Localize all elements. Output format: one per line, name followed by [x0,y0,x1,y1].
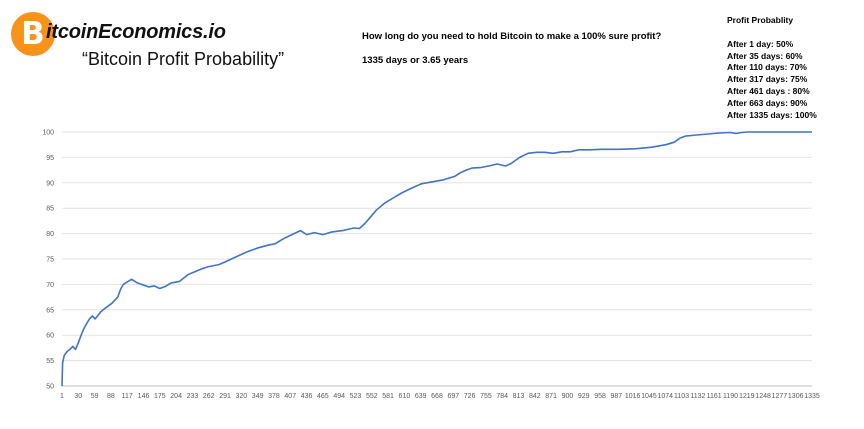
x-tick-label: 552 [366,393,378,400]
x-tick-label: 291 [219,393,231,400]
legend-item: After 317 days: 75% [727,74,808,85]
answer-text: 1335 days or 3.65 years [362,55,469,66]
x-tick-label: 842 [529,393,541,400]
question-text: How long do you need to hold Bitcoin to … [362,31,662,42]
x-tick-label: 523 [350,393,362,400]
y-tick-label: 95 [46,155,54,162]
x-tick-label: 1248 [755,393,771,400]
x-tick-label: 668 [431,393,443,400]
chart-series [61,131,812,387]
x-tick-label: 59 [91,393,99,400]
x-tick-label: 1335 [804,393,820,400]
x-tick-label: 813 [513,393,525,400]
x-tick-label: 1190 [723,393,738,400]
x-tick-label: 639 [415,393,427,400]
x-axis-ticks: 1 30 59 88 117 146 175 204 233 262 291 320 349 378 407… [60,393,820,400]
x-tick-label: 1016 [625,393,641,400]
series-line [61,131,812,387]
x-tick-label: 1045 [641,393,657,400]
y-tick-label: 90 [46,180,54,187]
y-tick-label: 55 [46,358,54,365]
x-tick-label: 900 [562,393,574,400]
legend-item: After 461 days : 80% [727,85,810,96]
y-tick-label: 60 [46,333,54,340]
x-tick-label: 929 [578,393,590,400]
x-tick-label: 320 [236,393,248,400]
y-tick-label: 75 [46,257,54,264]
legend-item: After 1335 days: 100% [727,109,817,120]
y-tick-label: 50 [46,384,54,391]
x-tick-label: 1074 [657,393,673,400]
x-tick-label: 871 [545,393,557,400]
x-tick-label: 436 [301,393,313,400]
x-tick-label: 697 [447,393,459,400]
x-tick-label: 755 [480,393,492,400]
x-tick-label: 1277 [772,393,788,400]
x-tick-label: 987 [611,393,623,400]
x-tick-label: 349 [252,393,264,400]
x-tick-label: 30 [74,393,82,400]
brand-name: itcoinEconomics.io [46,21,226,43]
x-tick-label: 958 [594,393,606,400]
x-tick-label: 1 [60,393,64,400]
x-tick-label: 88 [107,393,115,400]
x-tick-label: 117 [122,393,133,400]
x-tick-label: 784 [496,393,508,400]
legend-item: After 663 days: 90% [727,97,808,108]
x-tick-label: 407 [284,393,296,400]
y-tick-label: 70 [46,282,54,289]
x-tick-label: 581 [382,393,394,400]
legend-item: After 1 day: 50% [727,38,794,49]
x-tick-label: 1161 [707,393,722,400]
x-tick-label: 378 [268,393,280,400]
y-tick-label: 80 [46,231,54,238]
x-tick-label: 726 [464,393,476,400]
x-tick-label: 204 [170,393,182,400]
x-tick-label: 1219 [739,393,755,400]
x-tick-label: 494 [333,393,345,400]
y-tick-label: 100 [42,130,54,137]
page-subtitle: “Bitcoin Profit Probability” [82,49,285,69]
x-tick-label: 262 [203,393,215,400]
y-tick-label: 85 [46,206,54,213]
x-tick-label: 146 [138,393,150,400]
profit-legend: Profit Probablity After 1 day: 50% After… [727,15,817,121]
legend-item: After 110 days: 70% [727,62,807,73]
x-tick-label: 175 [154,393,166,400]
y-tick-label: 65 [46,307,54,314]
x-tick-label: 1306 [788,393,804,400]
y-axis-ticks: 50 55 60 65 70 75 80 85 90 95 100 [42,130,54,391]
x-tick-label: 465 [317,393,329,400]
chart-gridlines [62,131,812,387]
legend-item: After 35 days: 60% [727,50,803,61]
x-tick-label: 610 [399,393,411,400]
x-tick-label: 1103 [674,393,689,400]
x-tick-label: 1132 [690,393,705,400]
x-tick-label: 233 [187,393,199,400]
bitcoin-logo-icon: B [11,12,55,56]
legend-title: Profit Probablity [727,15,794,25]
